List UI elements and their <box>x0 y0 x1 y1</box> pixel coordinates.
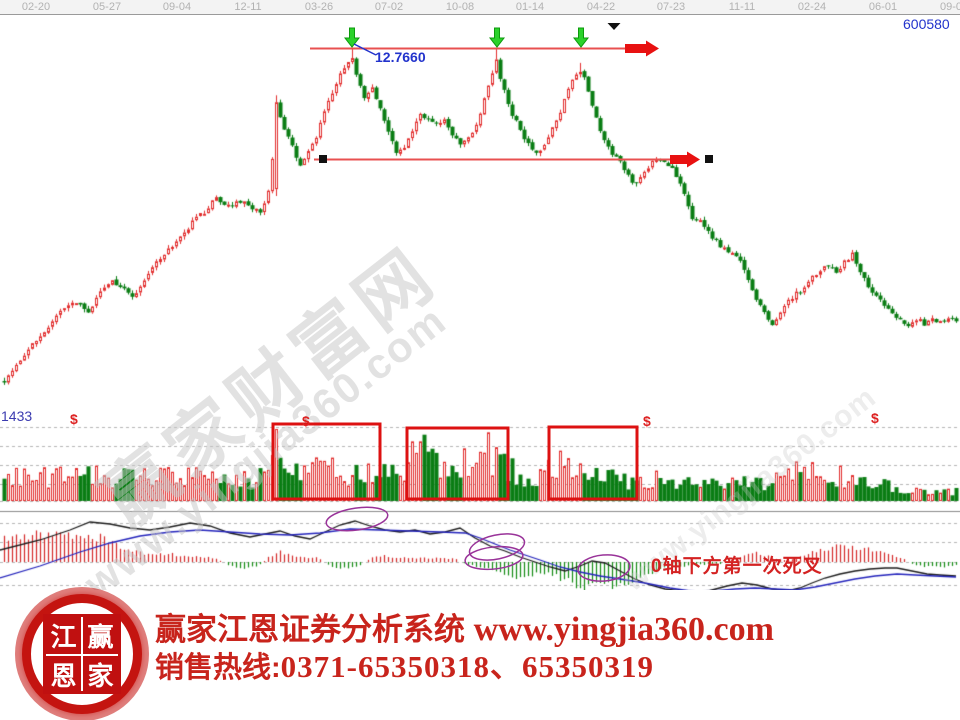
sell-signal-arrow-icon[interactable] <box>343 27 361 48</box>
volume-highlight-box[interactable] <box>405 426 510 501</box>
date-tick-label: 04-22 <box>586 1 616 13</box>
trendline-drag-handle[interactable] <box>705 155 713 163</box>
date-tick-label: 10-08 <box>445 1 475 13</box>
seal-character-grid: 江赢恩家 <box>43 614 121 694</box>
date-tick-label: 11-11 <box>728 1 756 13</box>
banner-title: 赢家江恩证券分析系统 www.yingjia360.com <box>155 612 774 648</box>
sell-signal-arrow-icon[interactable] <box>488 27 506 48</box>
seal-character: 恩 <box>46 656 81 693</box>
date-tick-label: 02-20 <box>21 1 51 13</box>
stock-code-label: 600580 <box>903 16 950 32</box>
sell-signal-arrow-icon[interactable] <box>572 27 590 48</box>
seal-character: 赢 <box>83 617 118 654</box>
marker-triangle-icon <box>607 23 621 30</box>
trendline-drag-handle[interactable] <box>319 155 327 163</box>
date-tick-label: 09-0 <box>939 1 960 13</box>
peak-price-label: 12.7660 <box>375 49 426 65</box>
date-tick-label: 05-27 <box>92 1 122 13</box>
dollar-signal-marker: $ <box>70 411 78 427</box>
date-tick-label: 02-24 <box>797 1 827 13</box>
macd-cross-circle-annotation[interactable] <box>464 544 524 572</box>
dollar-signal-marker: $ <box>302 413 310 429</box>
banner-title-cn: 赢家江恩证券分析系统 <box>155 612 465 647</box>
banner-hotline: 销售热线:0371-65350318、65350319 <box>155 648 774 687</box>
banner-text: 赢家江恩证券分析系统 www.yingjia360.com 销售热线:0371-… <box>155 612 774 687</box>
seal-character: 家 <box>83 656 118 693</box>
date-tick-label: 01-14 <box>515 1 545 13</box>
banner-website-link[interactable]: www.yingjia360.com <box>473 611 774 648</box>
volume-highlight-box[interactable] <box>547 425 639 501</box>
date-tick-label: 07-23 <box>656 1 686 13</box>
dollar-signal-marker: $ <box>643 413 651 429</box>
date-tick-label: 09-04 <box>162 1 192 13</box>
macd-cross-circle-annotation[interactable] <box>467 529 527 564</box>
hotline-numbers: 0371-65350318、65350319 <box>280 649 654 684</box>
price-callout-pointer <box>353 43 377 56</box>
dollar-signal-marker: $ <box>871 410 879 426</box>
date-tick-label: 07-02 <box>374 1 404 13</box>
macd-cross-circle-annotation[interactable] <box>325 504 389 534</box>
date-tick-label: 12-11 <box>234 1 262 13</box>
date-tick-label: 06-01 <box>868 1 898 13</box>
date-axis: 02-20 05-27 09-04 12-11 03-26 07-02 10-08 01-14… <box>0 0 960 15</box>
macd-cross-circle-annotation[interactable] <box>577 553 631 583</box>
support-line-arrowhead[interactable] <box>670 151 700 168</box>
date-tick-label: 03-26 <box>304 1 334 13</box>
brand-banner: 江赢恩家 赢家江恩证券分析系统 www.yingjia360.com 销售热线:… <box>0 590 960 720</box>
volume-scale-label: 1433 <box>1 408 33 424</box>
volume-highlight-box[interactable] <box>271 422 382 501</box>
macd-death-cross-note: 0轴下方第一次死叉 <box>651 556 823 577</box>
yingjia-jiangen-seal-logo: 江赢恩家 <box>22 594 142 714</box>
seal-character: 江 <box>46 617 81 654</box>
resistance-line-arrowhead[interactable] <box>625 40 659 57</box>
hotline-prefix: 销售热线: <box>155 652 281 684</box>
